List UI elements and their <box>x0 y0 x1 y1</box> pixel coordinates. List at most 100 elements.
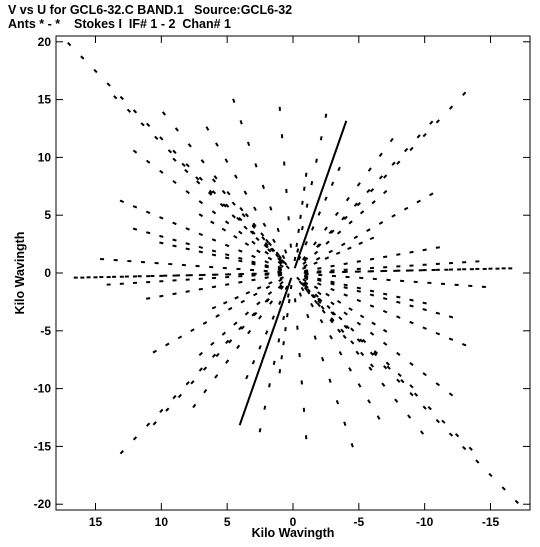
uv-point <box>172 244 177 248</box>
uv-point <box>303 281 309 286</box>
uv-point <box>244 213 249 218</box>
uv-point <box>448 392 454 397</box>
x-tick-label: 15 <box>89 515 103 529</box>
uv-point <box>137 275 142 278</box>
uv-point <box>394 398 399 403</box>
uv-point <box>330 317 335 322</box>
uv-point <box>300 286 305 292</box>
uv-point <box>198 245 204 249</box>
uv-point <box>195 264 200 268</box>
uv-point <box>215 142 219 147</box>
x-tick-label: 5 <box>224 515 231 529</box>
uv-point <box>172 238 177 242</box>
uv-point <box>243 190 248 195</box>
uv-point <box>324 113 328 118</box>
uv-point <box>321 356 325 362</box>
uv-point <box>326 304 331 310</box>
uv-point <box>255 236 260 242</box>
uv-point <box>187 143 192 148</box>
uv-point <box>514 499 519 505</box>
uv-point <box>383 266 388 269</box>
uv-point <box>196 180 201 185</box>
uv-point <box>172 279 177 282</box>
uv-point <box>343 311 348 316</box>
uv-point <box>319 136 323 141</box>
y-tick-label: 10 <box>38 150 52 164</box>
uv-point <box>416 199 421 204</box>
uv-point <box>386 365 391 370</box>
uv-point <box>299 247 303 252</box>
uv-point <box>481 285 486 289</box>
uv-point <box>297 254 301 259</box>
uv-point <box>313 261 318 265</box>
uv-point <box>146 297 151 300</box>
uv-point <box>93 276 98 279</box>
uv-point <box>277 260 283 265</box>
uv-point <box>315 158 318 163</box>
uv-point <box>80 276 85 279</box>
uv-point <box>86 276 91 279</box>
uv-point <box>326 170 330 176</box>
uv-point <box>359 338 364 343</box>
uv-point <box>285 265 290 270</box>
uv-point <box>159 234 164 238</box>
uv-point <box>165 407 170 412</box>
uv-point <box>298 353 301 358</box>
uv-point <box>224 220 230 225</box>
uv-point <box>241 213 246 218</box>
uv-point <box>328 249 333 254</box>
uv-point <box>435 268 440 271</box>
uv-point <box>342 334 347 340</box>
uv-point <box>127 259 132 263</box>
uv-point <box>335 399 340 405</box>
uv-point <box>185 290 190 293</box>
uv-point <box>190 380 195 385</box>
uv-point <box>422 263 427 266</box>
uv-point <box>221 331 227 336</box>
uv-point <box>501 486 506 491</box>
uv-point <box>356 338 361 343</box>
plot-title: V vs U for GCL6-32.C BAND.1 Source:GCL6-… <box>8 3 293 17</box>
uv-point <box>269 300 274 305</box>
uv-point <box>119 199 125 204</box>
uv-point <box>145 159 151 164</box>
uv-point <box>422 269 427 272</box>
y-tick-label: -15 <box>34 439 52 453</box>
uv-point <box>224 243 230 248</box>
uv-point <box>409 304 414 308</box>
uv-point <box>152 349 157 354</box>
uv-point <box>246 141 251 147</box>
uv-point <box>371 200 376 205</box>
uv-point <box>310 217 314 222</box>
uv-point <box>145 210 151 215</box>
uv-point <box>283 294 287 299</box>
uv-point <box>211 190 217 195</box>
uv-point <box>192 403 197 409</box>
uv-point <box>312 241 317 246</box>
uv-point <box>279 259 284 264</box>
data-points <box>67 41 519 505</box>
uv-point <box>172 149 177 154</box>
uv-point <box>261 184 265 190</box>
uv-point <box>317 271 322 274</box>
uv-point <box>226 191 231 196</box>
uv-point <box>488 472 493 478</box>
uv-point <box>320 187 324 192</box>
uv-point <box>306 227 310 232</box>
uv-point <box>244 311 250 316</box>
uv-point <box>383 174 388 179</box>
x-tick-label: 10 <box>155 515 169 529</box>
uv-point <box>275 317 279 322</box>
uv-point <box>385 361 390 366</box>
uv-point <box>278 307 282 312</box>
uv-point <box>298 292 303 297</box>
uv-point <box>310 180 314 186</box>
uv-point <box>457 268 462 271</box>
uv-point <box>159 408 164 413</box>
uv-point <box>172 179 177 184</box>
uv-point <box>126 108 132 113</box>
uv-point <box>311 214 315 219</box>
uv-point <box>313 285 319 290</box>
uv-point <box>261 236 266 241</box>
uv-point <box>251 254 256 259</box>
